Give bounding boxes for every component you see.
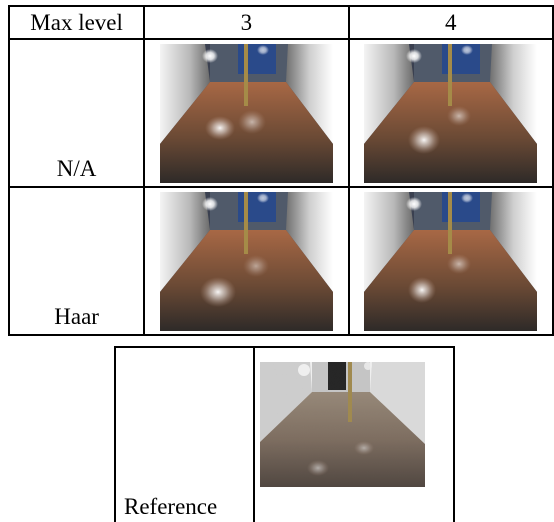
- image-na-level-4: [347, 38, 554, 188]
- row-label-na: N/A: [7, 38, 146, 188]
- reference-top-rule: [114, 346, 455, 348]
- header-col-4: 4: [347, 5, 554, 40]
- reference-divider: [253, 346, 255, 522]
- header-max-level: Max level: [7, 5, 146, 40]
- header-col-3: 3: [143, 5, 350, 40]
- results-table: Max level 3 4 N/A: [7, 5, 554, 336]
- reference-left-rule: [114, 346, 116, 522]
- reference-label: Reference: [124, 494, 218, 519]
- reference-panel: Reference: [114, 346, 455, 522]
- image-haar-level-4: [347, 186, 554, 336]
- row-label-haar: Haar: [7, 186, 146, 336]
- image-na-level-3: [143, 38, 350, 188]
- reference-right-rule: [453, 346, 455, 522]
- image-reference: [260, 362, 425, 487]
- image-haar-level-3: [143, 186, 350, 336]
